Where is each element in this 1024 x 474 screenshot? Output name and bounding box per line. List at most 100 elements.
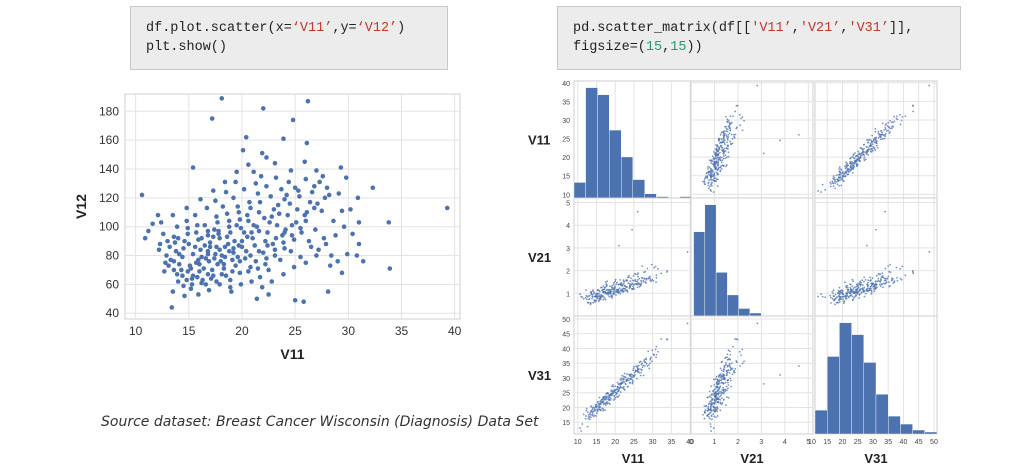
matrix-point (881, 138, 884, 140)
matrix-point (638, 371, 641, 374)
matrix-point (869, 285, 872, 288)
matrix-point (716, 383, 719, 385)
matrix-point (719, 385, 722, 388)
matrix-point (707, 165, 709, 168)
matrix-point (854, 159, 856, 162)
matrix-point (738, 350, 741, 353)
matrix-point (709, 183, 712, 186)
matrix-point (853, 157, 856, 160)
matrix-point (880, 277, 882, 279)
matrix-point (631, 378, 633, 381)
matrix-point (612, 288, 614, 291)
matrix-point (725, 128, 728, 130)
matrix-point (899, 267, 901, 270)
matrix-point (838, 168, 841, 170)
data-point (218, 259, 224, 264)
histogram-bar (827, 356, 840, 435)
y-tick-label: 160 (99, 133, 119, 147)
matrix-point (622, 290, 625, 293)
matrix-x-tick-label: 30 (649, 439, 657, 446)
data-point (335, 259, 340, 264)
data-point (175, 279, 181, 284)
matrix-x-tick-label: 20 (611, 439, 619, 446)
matrix-point (633, 365, 635, 368)
matrix-point (874, 128, 877, 130)
data-point (338, 165, 344, 170)
matrix-point (877, 277, 880, 280)
data-point (298, 225, 303, 231)
matrix-point (739, 124, 742, 127)
matrix-point (707, 182, 710, 185)
matrix-point (870, 282, 873, 285)
matrix-point (729, 142, 732, 145)
matrix-point (722, 141, 725, 143)
matrix-point (756, 322, 759, 325)
matrix-point (650, 280, 653, 282)
matrix-point (866, 139, 869, 141)
matrix-point (824, 188, 827, 191)
matrix-point (829, 296, 832, 299)
data-point (142, 235, 148, 241)
data-point (233, 263, 238, 268)
matrix-point (722, 373, 725, 376)
matrix-point (857, 286, 860, 289)
matrix-point (729, 140, 732, 143)
histogram-bar (632, 179, 645, 199)
matrix-point (888, 285, 891, 288)
matrix-point (636, 273, 639, 276)
matrix-point (721, 159, 724, 162)
matrix-point (593, 301, 596, 303)
matrix-point (846, 286, 849, 289)
data-point (370, 185, 376, 191)
data-point (182, 293, 187, 299)
matrix-y-tick-label: 20 (562, 405, 570, 412)
matrix-point (618, 287, 621, 290)
data-point (239, 238, 245, 244)
matrix-point (729, 129, 732, 132)
matrix-point (631, 228, 633, 231)
matrix-point (725, 134, 728, 137)
matrix-point (713, 172, 715, 175)
matrix-point (640, 371, 642, 374)
matrix-point (599, 295, 602, 298)
matrix-point (720, 379, 722, 382)
matrix-point (846, 173, 849, 176)
data-point (162, 269, 167, 274)
matrix-point (602, 285, 605, 288)
matrix-point (726, 389, 728, 392)
data-point (180, 273, 185, 279)
matrix-point (886, 125, 889, 127)
matrix-point (634, 369, 637, 372)
data-point (230, 269, 235, 274)
matrix-point (832, 185, 835, 188)
histogram-bar (609, 129, 622, 199)
matrix-point (880, 275, 883, 278)
matrix-point (716, 415, 719, 417)
matrix-point (707, 409, 709, 412)
data-point (253, 181, 259, 186)
matrix-point (839, 291, 842, 294)
matrix-point (714, 168, 717, 170)
matrix-point (865, 244, 868, 247)
matrix-point (881, 131, 884, 134)
matrix-point (641, 366, 644, 369)
data-point (185, 269, 191, 274)
data-point (188, 266, 194, 271)
data-point (176, 261, 182, 267)
matrix-point (711, 155, 714, 158)
data-point (184, 205, 189, 211)
matrix-y-tick-label: 1 (566, 291, 570, 298)
data-point (309, 189, 315, 195)
matrix-y-tick-label: 35 (562, 99, 570, 106)
cr2-token-0: figsize=( (573, 40, 646, 55)
data-point (160, 231, 166, 237)
matrix-x-tick-label: 25 (854, 439, 862, 446)
matrix-point (589, 405, 592, 407)
matrix-point (619, 386, 622, 389)
matrix-point (858, 289, 861, 292)
matrix-point (831, 181, 834, 184)
matrix-point (644, 361, 647, 364)
matrix-point (888, 270, 891, 273)
matrix-point (716, 390, 719, 393)
data-point (182, 238, 187, 244)
